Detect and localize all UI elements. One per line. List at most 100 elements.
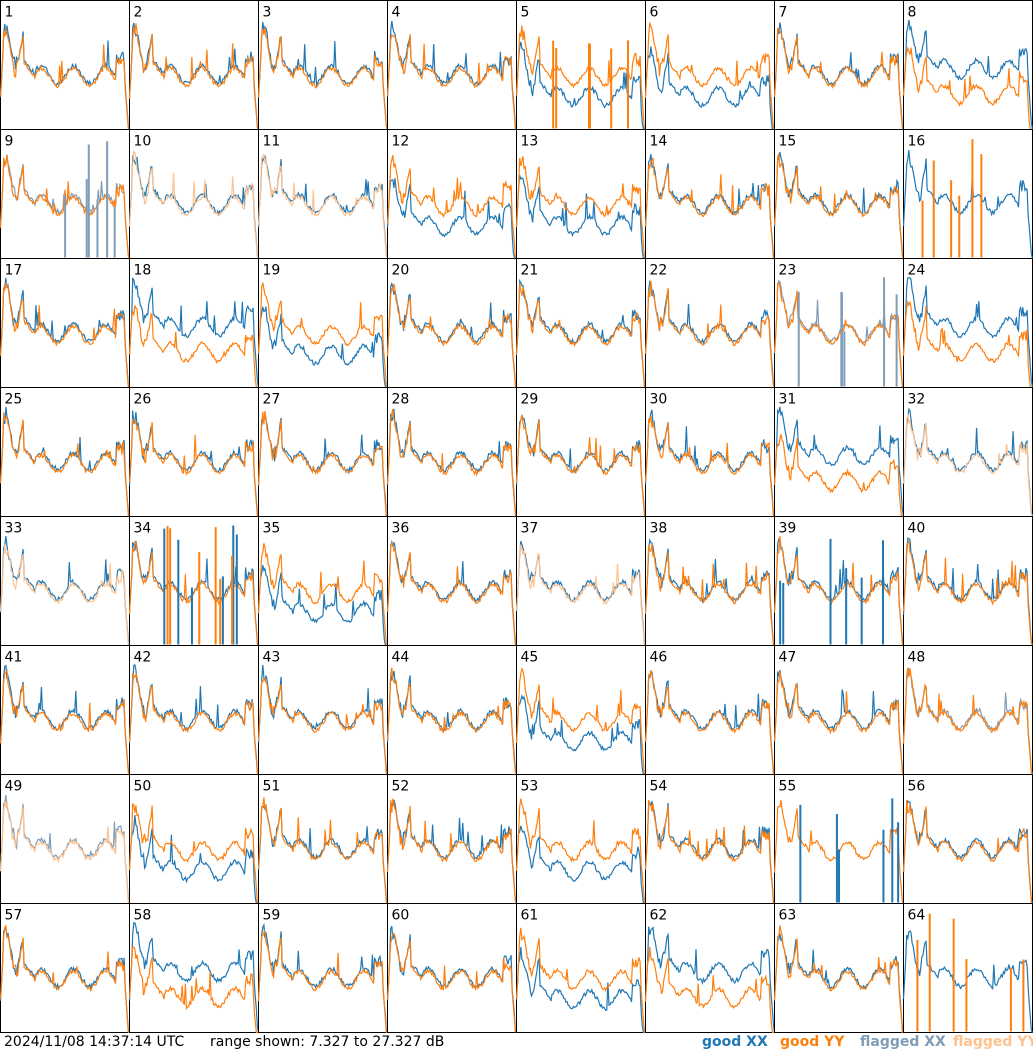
panel-frame [516,0,646,130]
xx-spectrum-line [515,825,646,905]
legend-good-xx-pol: XX [746,1034,768,1050]
yy-spectrum-line [386,154,517,260]
yy-spectrum-line [515,927,646,1034]
panel-label: 21 [521,263,539,279]
panel-24: 24 [902,258,1033,389]
panel-62: 62 [644,903,776,1034]
yy-spectrum-line [257,27,389,130]
panel-31: 31 [773,387,905,518]
panel-frame [516,516,646,646]
panel-frame [258,0,388,130]
yy-spectrum-line [515,156,646,260]
panel-label: 45 [521,650,539,666]
panel-20: 20 [386,258,518,389]
panel-frame [645,774,775,904]
xx-spectrum-line [386,282,518,388]
xx-spectrum-line [0,277,130,388]
panel-2: 2 [128,0,260,130]
panel-label: 28 [392,392,410,408]
yy-spectrum-line [515,667,646,776]
panel-label: 29 [521,392,539,408]
yy-spectrum-line [257,930,388,1034]
xx-spectrum-line [128,664,259,775]
xx-spectrum-line [257,306,388,389]
panel-5: 5 [515,0,646,131]
xx-spectrum-line [386,178,517,260]
panel-48: 48 [902,645,1033,776]
panel-label: 17 [5,263,23,279]
panel-19: 19 [257,258,388,389]
panel-label: 40 [908,521,926,537]
xx-spectrum-line [128,277,260,388]
panel-label: 60 [392,908,410,924]
yy-spectrum-line [257,543,388,647]
panel-frame [129,0,259,130]
yy-spectrum-line [128,672,259,775]
panel-23: 23 [773,258,905,389]
yy-spectrum-line [515,544,646,647]
panel-label: 56 [908,779,926,795]
panel-38: 38 [644,516,775,647]
panel-49: 49 [0,774,131,905]
panel-label: 2 [134,5,143,21]
legend-flagged-yy-pol: YY [1017,1034,1033,1050]
panel-54: 54 [644,774,776,905]
yy-spectrum-line [644,799,775,905]
legend-good-xx-prefix: good [702,1034,742,1050]
xx-spectrum-line [644,671,776,775]
panel-4: 4 [386,0,518,131]
yy-spectrum-line [644,415,775,518]
yy-spectrum-line [515,798,646,905]
panel-label: 42 [134,650,152,666]
panel-label: 39 [779,521,797,537]
yy-spectrum-line [902,46,1033,131]
panel-frame [387,387,517,517]
panel-3: 3 [257,0,389,130]
panel-44: 44 [386,645,518,775]
yy-spectrum-line [128,417,259,518]
panel-46: 46 [644,645,776,776]
panel-label: 15 [779,134,797,150]
yy-spectrum-line [515,283,646,389]
yy-spectrum-line [773,925,904,1034]
yy-spectrum-line [902,667,1033,776]
panel-label: 35 [263,521,281,537]
yy-spectrum-line [128,305,259,389]
panel-label: 50 [134,779,152,795]
yy-spectrum-line [386,33,517,131]
yy-spectrum-line [386,798,518,904]
xx-spectrum-line [128,922,260,1033]
panel-63: 63 [773,903,905,1034]
panel-40: 40 [902,516,1033,646]
panel-22: 22 [644,258,776,388]
panel-26: 26 [128,387,260,518]
panel-33: 33 [0,516,131,647]
panel-frame [387,516,517,646]
yy-spectrum-line [0,28,130,131]
yy-spectrum-line [0,282,130,389]
panel-1: 1 [0,0,131,131]
panel-47: 47 [773,645,905,775]
panel-18: 18 [128,258,260,389]
panel-label: 53 [521,779,539,795]
legend-good-yy-prefix: good [780,1034,820,1050]
panel-43: 43 [257,645,389,776]
panel-frame [774,903,904,1033]
xx-spectrum-line [902,799,1033,904]
panel-label: 38 [650,521,668,537]
panel-label: 63 [779,908,797,924]
yy-spectrum-line [128,23,259,130]
panel-frame [774,258,904,388]
xx-spectrum-line [902,19,1033,130]
panel-frame [387,258,517,388]
panel-16: 16 [902,129,1033,259]
yy-spectrum-line [128,802,259,905]
panel-frame [258,129,388,259]
panel-9: 9 [0,129,131,259]
panel-61: 61 [515,903,646,1034]
timestamp-label: 2024/11/08 14:37:14 UTC [4,1034,185,1050]
panel-27: 27 [257,387,388,518]
panel-label: 12 [392,134,410,150]
panel-label: 16 [908,134,926,150]
panel-28: 28 [386,387,518,518]
